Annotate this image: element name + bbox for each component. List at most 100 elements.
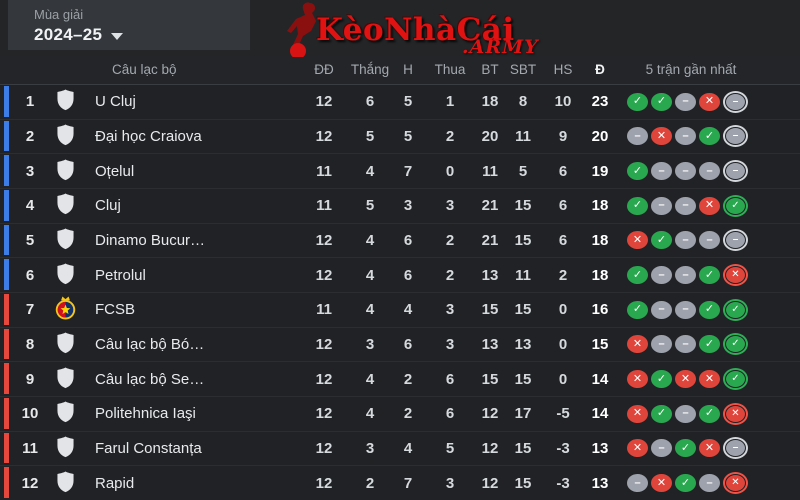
form-loss-icon: ✕ — [699, 439, 720, 458]
season-selector[interactable]: Mùa giải 2024–25 — [8, 0, 250, 50]
stat-draws: 7 — [403, 162, 413, 180]
form-draw-icon: – — [699, 162, 720, 181]
last-match-ring: – — [723, 437, 748, 460]
col-header-losses: Thua — [434, 62, 466, 77]
table-row[interactable]: 8 Câu lạc bộ Bó… 12 3 6 3 13 13 0 15 ✕ – –… — [0, 328, 800, 363]
form-loss-icon: ✕ — [651, 474, 672, 493]
form-loss-icon: ✕ — [726, 405, 745, 422]
table-row[interactable]: 10 Politehnica Iaşi 12 4 2 6 12 17 -5 14… — [0, 397, 800, 432]
team-shield-icon — [55, 366, 76, 393]
stat-points: 16 — [591, 301, 609, 319]
col-header-draws: H — [403, 62, 413, 77]
rank-number: 11 — [22, 439, 38, 457]
table-row[interactable]: 9 Câu lạc bộ Se… 12 4 2 6 15 15 0 14 ✕ ✓ ✕… — [0, 362, 800, 397]
zone-indicator — [4, 224, 9, 256]
stat-goals-for: 21 — [481, 231, 499, 249]
stat-points: 14 — [591, 405, 609, 423]
team-name: Petrolul — [95, 266, 146, 284]
col-header-form: 5 trận gần nhất — [645, 62, 737, 77]
last-match-ring: ✓ — [723, 368, 748, 391]
stat-points: 13 — [591, 439, 609, 457]
team-shield-icon — [55, 470, 76, 497]
form-draw-icon: – — [651, 266, 672, 285]
stat-goal-diff: 9 — [558, 127, 568, 145]
recent-form: ✓ – – ✓ ✕ — [616, 264, 766, 287]
soccer-player-icon — [284, 1, 328, 62]
recent-form: ✕ ✓ – ✓ ✕ — [616, 402, 766, 425]
stat-losses: 3 — [445, 197, 455, 215]
table-row[interactable]: 12 Rapid 12 2 7 3 12 15 -3 13 – ✕ ✓ – ✕ — [0, 466, 800, 500]
zone-indicator — [4, 155, 9, 186]
rank-number: 6 — [25, 266, 35, 284]
table-row[interactable]: 4 Cluj 11 5 3 3 21 15 6 18 ✓ – – ✕ ✓ — [0, 189, 800, 224]
form-win-icon: ✓ — [627, 266, 648, 285]
form-loss-icon: ✕ — [627, 370, 648, 389]
form-loss-icon: ✕ — [699, 196, 720, 215]
form-draw-icon: – — [627, 127, 648, 146]
table-row[interactable]: 6 Petrolul 12 4 6 2 13 11 2 18 ✓ – – ✓ ✕ — [0, 258, 800, 293]
stat-draws: 5 — [403, 93, 413, 111]
form-draw-icon: – — [675, 404, 696, 423]
stat-wins: 4 — [365, 162, 375, 180]
stat-wins: 5 — [365, 197, 375, 215]
form-draw-icon: – — [726, 232, 745, 249]
stat-points: 13 — [591, 474, 609, 492]
team-name: Farul Constanța — [95, 439, 202, 457]
col-header-goal-diff: HS — [553, 62, 573, 77]
season-label: Mùa giải — [34, 7, 84, 22]
team-shield-icon — [55, 123, 76, 150]
last-match-ring: – — [723, 229, 748, 252]
table-header: Câu lạc bộ ĐĐ Thắng H Thua BT SBT HS Đ 5… — [0, 55, 800, 85]
col-header-played: ĐĐ — [314, 62, 334, 77]
zone-indicator — [4, 189, 9, 221]
zone-indicator — [4, 86, 9, 117]
form-loss-icon: ✕ — [651, 127, 672, 146]
form-win-icon: ✓ — [651, 404, 672, 423]
stat-goal-diff: -3 — [556, 474, 570, 492]
stat-wins: 3 — [365, 439, 375, 457]
form-win-icon: ✓ — [627, 162, 648, 181]
form-draw-icon: – — [675, 196, 696, 215]
form-win-icon: ✓ — [675, 439, 696, 458]
table-row[interactable]: 3 Oțelul 11 4 7 0 11 5 6 19 ✓ – – – – — [0, 154, 800, 189]
rank-number: 10 — [21, 405, 39, 423]
stat-wins: 4 — [365, 231, 375, 249]
table-row[interactable]: 2 Đại học Craiova 12 5 5 2 20 11 9 20 – ✕… — [0, 120, 800, 155]
zone-indicator — [4, 259, 9, 290]
team-name: Politehnica Iaşi — [95, 405, 196, 423]
form-loss-icon: ✕ — [627, 439, 648, 458]
form-loss-icon: ✕ — [699, 92, 720, 111]
last-match-ring: – — [723, 125, 748, 148]
team-name: Câu lạc bộ Bó… — [95, 335, 205, 353]
zone-indicator — [4, 293, 9, 325]
recent-form: ✓ ✓ – ✕ – — [616, 90, 766, 113]
table-row[interactable]: 7 FCSB 11 4 4 3 15 15 0 16 ✓ – – ✓ ✓ — [0, 293, 800, 328]
brand-logo[interactable]: KèoNhàCái .ARMY — [284, 0, 544, 59]
team-name: Dinamo Bucur… — [95, 231, 206, 249]
stat-losses: 6 — [445, 370, 455, 388]
team-shield-icon — [55, 192, 76, 219]
col-header-goals-for: BT — [481, 62, 499, 77]
team-name: Câu lạc bộ Se… — [95, 370, 205, 388]
stat-losses: 3 — [445, 301, 455, 319]
table-row[interactable]: 5 Dinamo Bucur… 12 4 6 2 21 15 6 18 ✕ ✓ – –… — [0, 224, 800, 259]
stat-draws: 6 — [403, 266, 413, 284]
stat-goals-for: 18 — [481, 93, 499, 111]
form-draw-icon: – — [651, 335, 672, 354]
col-header-points: Đ — [595, 62, 605, 77]
form-draw-icon: – — [726, 93, 745, 110]
form-draw-icon: – — [675, 162, 696, 181]
recent-form: ✕ – – ✓ ✓ — [616, 333, 766, 356]
stat-wins: 4 — [365, 301, 375, 319]
stat-goals-against: 17 — [514, 405, 532, 423]
form-draw-icon: – — [726, 440, 745, 457]
form-draw-icon: – — [675, 300, 696, 319]
form-loss-icon: ✕ — [699, 370, 720, 389]
form-win-icon: ✓ — [699, 335, 720, 354]
stat-goals-against: 15 — [514, 370, 532, 388]
table-row[interactable]: 1 U Cluj 12 6 5 1 18 8 10 23 ✓ ✓ – ✕ – — [0, 85, 800, 120]
team-shield-icon — [55, 262, 76, 289]
team-shield-icon — [55, 158, 76, 185]
stat-goal-diff: 6 — [558, 197, 568, 215]
table-row[interactable]: 11 Farul Constanța 12 3 4 5 12 15 -3 13 … — [0, 432, 800, 467]
